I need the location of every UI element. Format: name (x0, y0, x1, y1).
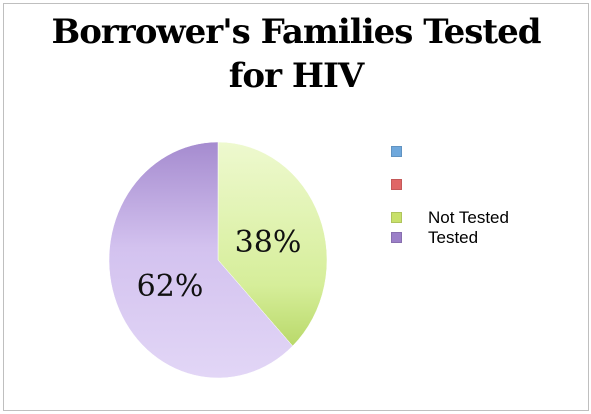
chart-title-line-1: Borrower's Families Tested (51, 12, 541, 52)
pie-slice-tested (108, 141, 293, 379)
legend-swatch (391, 179, 402, 190)
pie-data-label: 38% (235, 225, 302, 260)
pie-data-label: 62% (137, 269, 204, 304)
legend-swatch (391, 212, 402, 223)
chart-frame: Borrower's Families Tested for HIV (3, 3, 589, 411)
legend-item (388, 173, 509, 197)
chart-title-line-2: for HIV (228, 56, 364, 96)
legend-swatch (391, 232, 402, 243)
legend-label: Not Tested (428, 208, 509, 227)
chart-legend: Not Tested Tested (388, 140, 509, 259)
legend-item (388, 140, 509, 164)
chart-title: Borrower's Families Tested for HIV (4, 10, 588, 98)
legend-swatch (391, 146, 402, 157)
legend-item: Tested (388, 226, 509, 250)
legend-label: Tested (428, 228, 479, 247)
legend-item: Not Tested (388, 206, 509, 230)
pie-slice-not-tested (217, 141, 328, 347)
